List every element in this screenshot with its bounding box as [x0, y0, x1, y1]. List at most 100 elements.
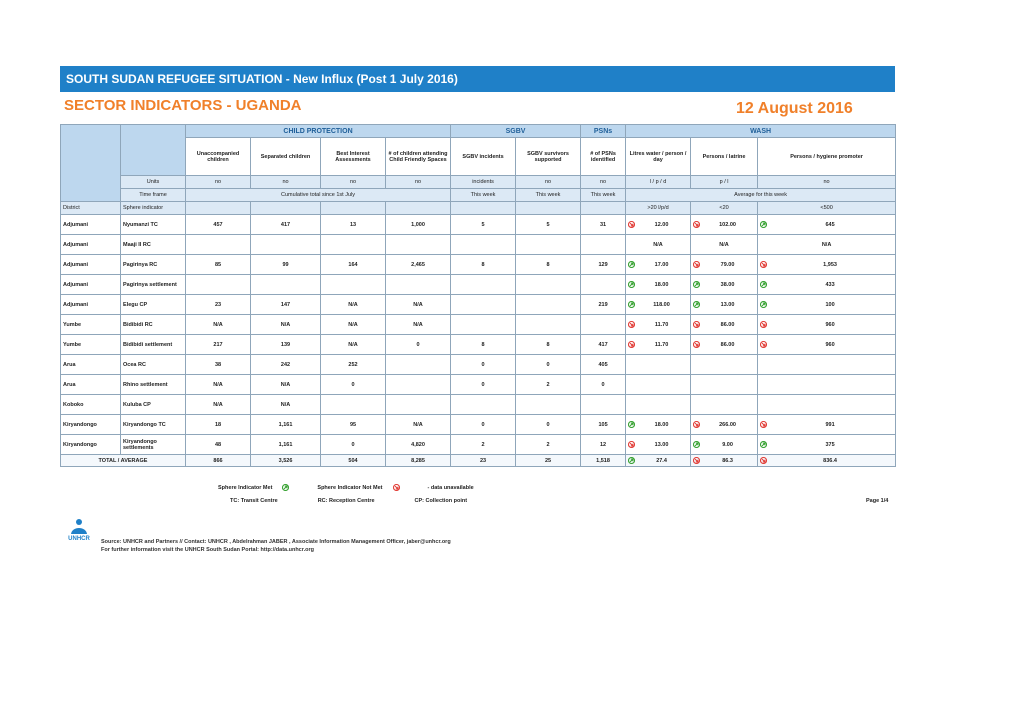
cell: l / p / d	[625, 175, 692, 189]
cell: 1,518	[580, 454, 627, 467]
cell: 2,465	[384, 254, 452, 275]
cell: N/A	[320, 294, 386, 315]
cell: 17.00	[625, 254, 692, 275]
wash-value: 102.00	[693, 221, 755, 228]
group-row: CHILD PROTECTION SGBV PSNs WASH	[60, 124, 897, 202]
legend: Sphere Indicator Met Sphere Indicator Not…	[218, 484, 474, 491]
cell: 0	[515, 414, 582, 435]
cell: 0	[450, 374, 517, 395]
cell: N/A	[185, 394, 251, 415]
report-date: 12 August 2016	[736, 100, 853, 117]
wash-value: 18.00	[628, 421, 688, 428]
cell: Ocea RC	[120, 354, 186, 375]
cell: no	[250, 175, 321, 189]
cell: 100	[757, 294, 897, 315]
wash-value: 9.00	[693, 441, 755, 448]
logo-text: UNHCR	[68, 536, 90, 542]
subtitle: SECTOR INDICATORS - UGANDA	[64, 97, 302, 114]
data-row: Yumbe Bidibidi RC N/A N/A N/A N/A 11.70 86.00 96…	[60, 314, 897, 335]
cell: 13	[320, 214, 386, 235]
cell: TOTAL / AVERAGE	[60, 454, 186, 467]
cell: 18.00	[625, 414, 692, 435]
cell: 1,161	[250, 414, 321, 435]
data-row: Adjumani Nyumanzi TC 457 417 13 1,000 5 5 31 12.0…	[60, 214, 897, 235]
source-line: Source: UNHCR and Partners // Contact: U…	[101, 539, 451, 545]
cell: 38.00	[690, 274, 759, 295]
cell: 8	[515, 334, 582, 355]
cell	[320, 394, 386, 415]
cell	[250, 274, 321, 295]
value: 38.00	[720, 281, 735, 288]
value: 18.00	[654, 281, 669, 288]
cell: 105	[580, 414, 627, 435]
status-icon	[628, 301, 636, 308]
cell: no	[384, 175, 452, 189]
cell: 12	[580, 434, 627, 455]
status-icon	[628, 341, 636, 348]
cell: 23	[185, 294, 251, 315]
cell	[515, 394, 582, 415]
cell: Adjumani	[60, 274, 121, 295]
cell: N/A	[250, 314, 321, 335]
source: Source: UNHCR and Partners // Contact: U…	[101, 538, 451, 554]
cell: CHILD PROTECTION	[184, 124, 452, 138]
cell: This week	[450, 188, 517, 202]
wash-value: 86.00	[693, 321, 755, 328]
cell: 375	[757, 434, 897, 455]
cell: no	[515, 175, 582, 189]
cell: 9.00	[690, 434, 759, 455]
cell: N/A	[185, 374, 251, 395]
cell: 31	[580, 214, 627, 235]
wash-value: 1,953	[760, 261, 893, 268]
value: 11.70	[654, 341, 669, 348]
status-icon	[628, 281, 636, 288]
wash-value: 645	[760, 221, 893, 228]
cell	[384, 354, 452, 375]
cell: 85	[185, 254, 251, 275]
cell	[580, 201, 627, 215]
wash-value: N/A	[760, 242, 893, 248]
cell: Best Interest Assessments	[320, 137, 386, 176]
cell: 457	[185, 214, 251, 235]
cell: 5	[515, 214, 582, 235]
cell	[384, 234, 452, 255]
data-row: Arua Rhino settlement N/A N/A 0 0 2 0	[60, 374, 897, 395]
cell	[450, 201, 517, 215]
cell: 2	[450, 434, 517, 455]
cell: 13.00	[625, 434, 692, 455]
cell	[625, 374, 692, 395]
cell: 5	[450, 214, 517, 235]
wash-value: 836.4	[760, 457, 893, 464]
wash-value: 11.70	[628, 341, 688, 348]
cell: Time frame	[120, 188, 186, 202]
status-icon	[628, 421, 636, 428]
cell: N/A	[625, 234, 692, 255]
cell: Yumbe	[60, 314, 121, 335]
cell: 266.00	[690, 414, 759, 435]
cell: 95	[320, 414, 386, 435]
cell: 960	[757, 314, 897, 335]
value: 86.00	[720, 341, 735, 348]
cell: # of PSNs identified	[580, 137, 627, 176]
cell	[250, 234, 321, 255]
cell: Koboko	[60, 394, 121, 415]
cell: Adjumani	[60, 254, 121, 275]
cell: 217	[185, 334, 251, 355]
cell: p / l	[690, 175, 759, 189]
cell: N/A	[757, 234, 897, 255]
cell: 8	[450, 254, 517, 275]
cell: no	[580, 175, 627, 189]
cell: <20	[690, 201, 759, 215]
cell: SGBV	[450, 124, 582, 138]
status-icon	[392, 484, 400, 491]
cell: 8	[450, 334, 517, 355]
cell: 0	[320, 374, 386, 395]
status-icon	[760, 321, 768, 328]
legend-label: - data unavailable	[427, 484, 474, 491]
wash-value: 17.00	[628, 261, 688, 268]
cell: 0	[384, 334, 452, 355]
cell	[690, 374, 759, 395]
value: 1,953	[823, 261, 837, 268]
